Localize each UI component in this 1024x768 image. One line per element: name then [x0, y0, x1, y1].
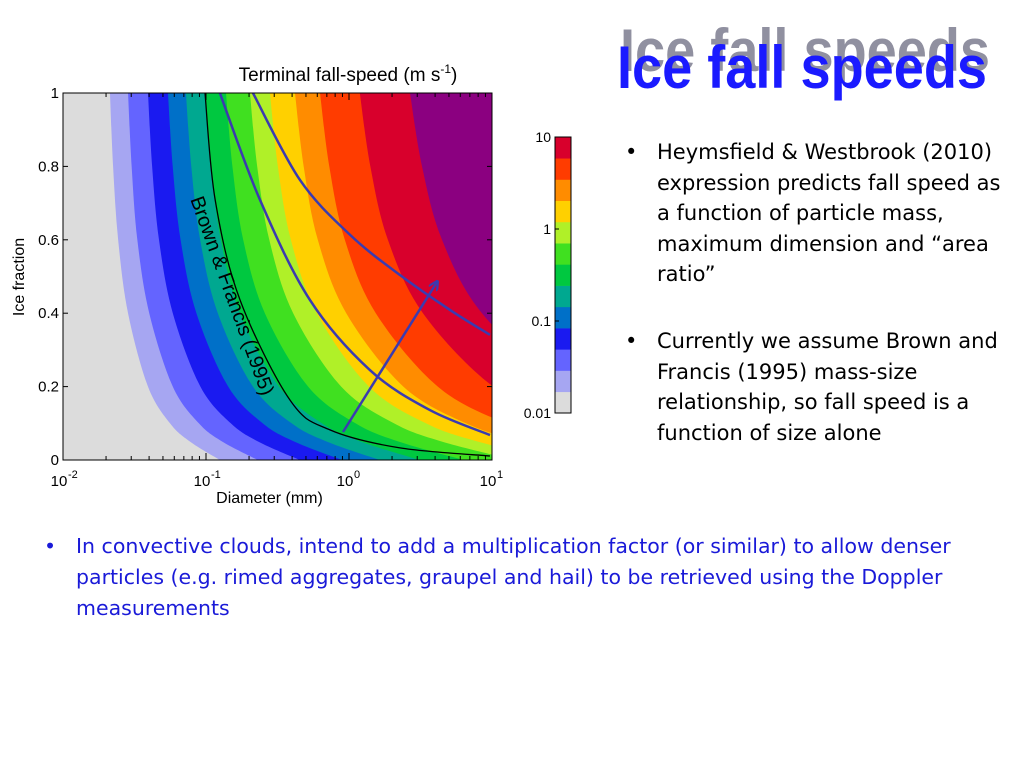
- bullet-symbol: •: [625, 140, 638, 164]
- colorbar-band: [555, 221, 571, 244]
- colorbar-band: [555, 137, 571, 159]
- x-tick-label: 10: [337, 473, 354, 490]
- colorbar-band: [555, 306, 571, 329]
- y-tick-label: 1: [51, 85, 59, 102]
- plot-frame: [62, 92, 493, 461]
- plot-area: [63, 93, 492, 460]
- bullet: • Currently we assume Brown and Francis (…: [625, 326, 1002, 448]
- colorbar-band: [555, 158, 571, 180]
- bullet: • In convective clouds, intend to add a m…: [44, 531, 1016, 624]
- curve: [204, 93, 491, 457]
- colorbar-tick-label: 1: [543, 221, 551, 237]
- y-tick-label: 0.2: [38, 379, 59, 396]
- x-tick-label: 10: [480, 473, 497, 490]
- y-tick-label: 0.4: [38, 305, 59, 322]
- x-axis-label: Diameter (mm): [216, 490, 323, 507]
- colorbar-band: [555, 264, 571, 286]
- chart-title: Terminal fall-speed (m s-1): [239, 62, 458, 86]
- x-tick-exponent: -2: [68, 469, 78, 481]
- colorbar-band: [555, 243, 571, 265]
- colorbar-frame: [554, 136, 572, 414]
- x-tick-label: 10: [51, 473, 68, 490]
- x-tick-exponent: 0: [354, 469, 360, 481]
- colorbar-band: [555, 179, 571, 201]
- colorbar-band: [555, 349, 571, 371]
- title-shadow: Ice fall speeds: [620, 17, 990, 84]
- colorbar-band: [555, 328, 571, 350]
- title-part: Terminal fall-speed (m s: [239, 65, 441, 86]
- x-tick-exponent: 1: [497, 469, 503, 481]
- bullet-text: Heymsfield & Westbrook (2010) expression…: [657, 140, 1001, 286]
- bullet: • Heymsfield & Westbrook (2010) expressio…: [625, 137, 1002, 290]
- bullet-text: In convective clouds, intend to add a mu…: [76, 534, 951, 620]
- x-tick-exponent: -1: [211, 469, 221, 481]
- bullet-symbol: •: [44, 534, 57, 558]
- title-superscript: -1: [440, 62, 451, 76]
- bullet-text: Currently we assume Brown and Francis (1…: [657, 329, 998, 445]
- x-tick-label: 10: [194, 473, 211, 490]
- colorbar-band: [555, 200, 571, 223]
- colorbar-tick-label: 10: [535, 129, 551, 145]
- title-part: ): [451, 65, 457, 86]
- y-axis-label: Ice fraction: [11, 238, 28, 316]
- colorbar-tick-label: 0.1: [532, 313, 552, 329]
- colorbar-band: [555, 285, 571, 308]
- y-tick-label: 0.6: [38, 232, 59, 249]
- curve: [218, 93, 491, 437]
- y-tick-label: 0.8: [38, 158, 59, 175]
- bullet-symbol: •: [625, 329, 638, 353]
- curve: [251, 93, 491, 336]
- arrow: [341, 282, 437, 433]
- colorbar-band: [555, 391, 571, 414]
- y-tick-label: 0: [51, 452, 59, 469]
- colorbar-tick-label: 0.01: [524, 405, 551, 421]
- contour-region: [63, 93, 220, 460]
- colorbar-band: [555, 370, 571, 393]
- slide-title: Ice fall speeds: [617, 34, 987, 101]
